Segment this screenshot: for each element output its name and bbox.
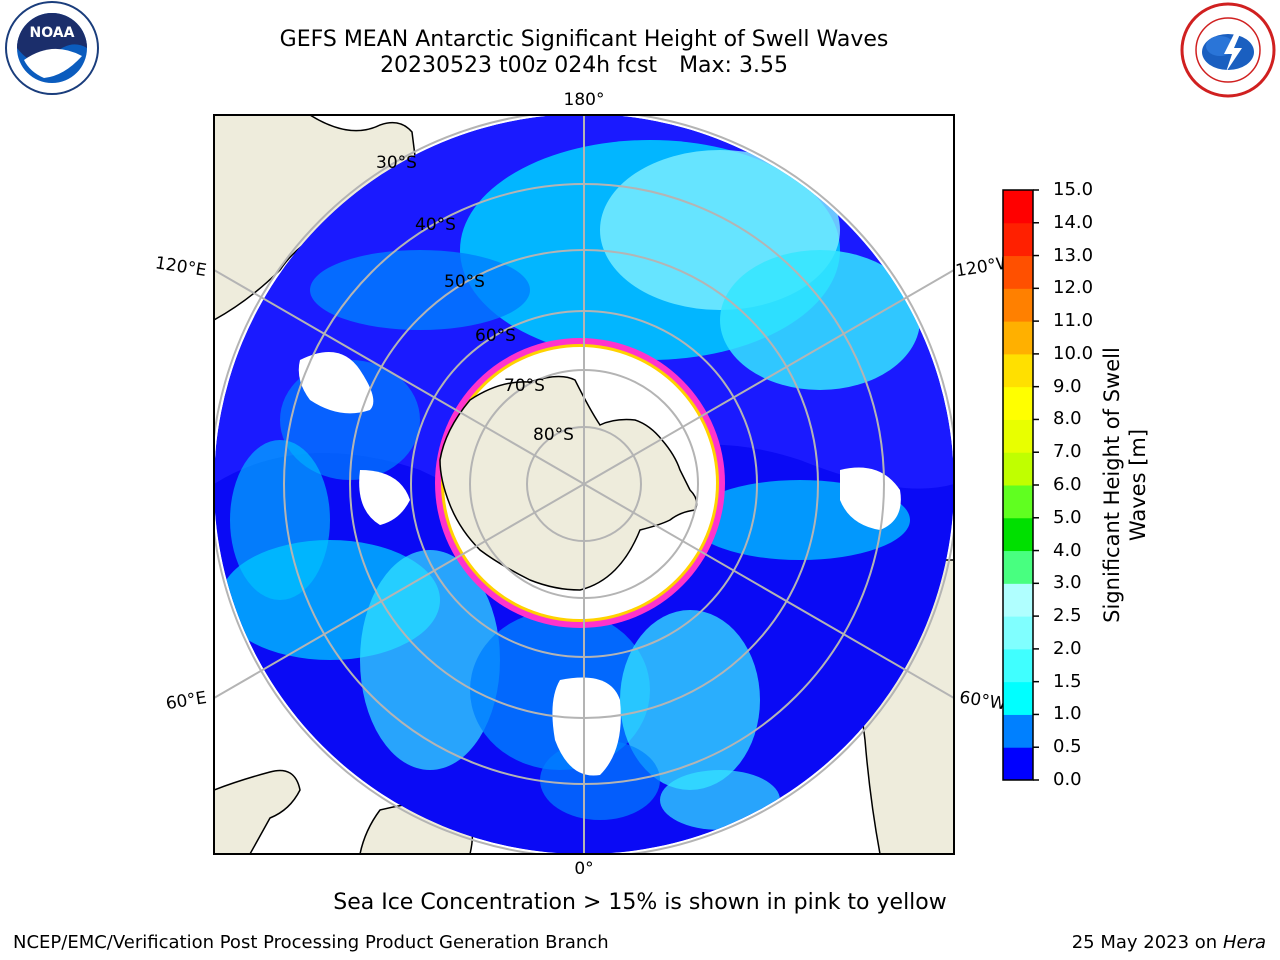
run-date: 25 May 2023 on Hera bbox=[1072, 932, 1266, 954]
colorbar-segment bbox=[1003, 255, 1033, 289]
colorbar-tick-label: 1.0 bbox=[1053, 703, 1082, 725]
max-value: Max: 3.55 bbox=[679, 53, 788, 78]
lon-label-180: 180° bbox=[564, 90, 605, 110]
colorbar-segment bbox=[1003, 550, 1033, 584]
lon-label-60w: 60°W bbox=[958, 688, 1008, 715]
colorbar-segment bbox=[1003, 222, 1033, 257]
colorbar-tick-label: 8.0 bbox=[1053, 408, 1082, 430]
colorbar-tick-label: 13.0 bbox=[1053, 244, 1094, 266]
colorbar-tick-label: 2.0 bbox=[1053, 637, 1082, 659]
colorbar-label: Significant Height of Swell Waves [m] bbox=[1100, 347, 1150, 623]
colorbar-segment bbox=[1003, 288, 1033, 322]
colorbar-segment bbox=[1003, 321, 1033, 355]
graticule bbox=[214, 115, 954, 854]
run-host: Hera bbox=[1222, 932, 1266, 953]
colorbar-tick-label: 14.0 bbox=[1053, 211, 1094, 233]
colorbar-segment bbox=[1003, 616, 1033, 650]
lat-label-30s: 30°S bbox=[376, 153, 417, 173]
colorbar-segment bbox=[1003, 714, 1033, 748]
colorbar-segment bbox=[1003, 452, 1033, 486]
run-date-text: 25 May 2023 on bbox=[1071, 932, 1218, 953]
colorbar bbox=[1002, 189, 1039, 781]
lat-label-60s: 60°S bbox=[475, 326, 516, 346]
colorbar-segment bbox=[1003, 419, 1033, 453]
latitude-labels: 30°S 40°S 50°S 60°S 70°S 80°S bbox=[376, 153, 574, 445]
map-frame bbox=[213, 114, 955, 855]
colorbar-segment bbox=[1003, 681, 1033, 715]
chart-title: GEFS MEAN Antarctic Significant Height o… bbox=[279, 27, 889, 52]
credit-text: NCEP/EMC/Verification Post Processing Pr… bbox=[13, 932, 609, 953]
lon-label-0: 0° bbox=[574, 859, 593, 879]
lat-label-40s: 40°S bbox=[415, 215, 456, 235]
colorbar-segment bbox=[1003, 648, 1033, 683]
colorbar-segment bbox=[1003, 485, 1033, 519]
lon-label-120e: 120°E bbox=[154, 253, 208, 281]
land-antarctica bbox=[439, 375, 698, 591]
colorbar-tick-label: 5.0 bbox=[1053, 506, 1082, 528]
colorbar-tick-label: 1.5 bbox=[1053, 670, 1082, 692]
colorbar-tick-label: 2.5 bbox=[1053, 605, 1082, 627]
colorbar-segment bbox=[1003, 353, 1033, 388]
colorbar-tick-label: 15.0 bbox=[1053, 179, 1094, 200]
noaa-logo-text: NOAA bbox=[30, 25, 75, 41]
colorbar-tick-label: 11.0 bbox=[1053, 310, 1094, 332]
run-info: 20230523 t00z 024h fcst bbox=[380, 53, 658, 78]
colorbar-tick-label: 0.5 bbox=[1053, 736, 1082, 758]
noaa-logo: NOAA bbox=[5, 1, 99, 95]
colorbar-segment bbox=[1003, 386, 1033, 420]
chart-subtitle: 20230523 t00z 024h fcst Max: 3.55 bbox=[184, 53, 984, 79]
colorbar-tick-label: 6.0 bbox=[1053, 474, 1082, 495]
colorbar-tick-label: 4.0 bbox=[1053, 539, 1082, 561]
colorbar-tick-label: 9.0 bbox=[1053, 375, 1082, 397]
lat-label-50s: 50°S bbox=[444, 272, 485, 292]
lat-label-80s: 80°S bbox=[533, 425, 574, 445]
colorbar-tick-label: 10.0 bbox=[1053, 342, 1094, 364]
land-africa bbox=[214, 769, 301, 854]
colorbar-tick-label: 12.0 bbox=[1053, 277, 1094, 299]
colorbar-tick-label: 3.0 bbox=[1053, 572, 1082, 594]
colorbar-segment bbox=[1003, 190, 1033, 224]
lat-label-70s: 70°S bbox=[504, 376, 545, 396]
colorbar-tick-label: 0.0 bbox=[1053, 769, 1082, 790]
nws-logo bbox=[1180, 2, 1276, 98]
lon-label-60e: 60°E bbox=[164, 688, 208, 714]
colorbar-segment bbox=[1003, 747, 1033, 781]
colorbar-segment bbox=[1003, 517, 1033, 552]
colorbar-tick-label: 7.0 bbox=[1053, 441, 1082, 463]
sea-ice-note: Sea Ice Concentration > 15% is shown in … bbox=[333, 890, 947, 915]
colorbar-segment bbox=[1003, 583, 1033, 617]
